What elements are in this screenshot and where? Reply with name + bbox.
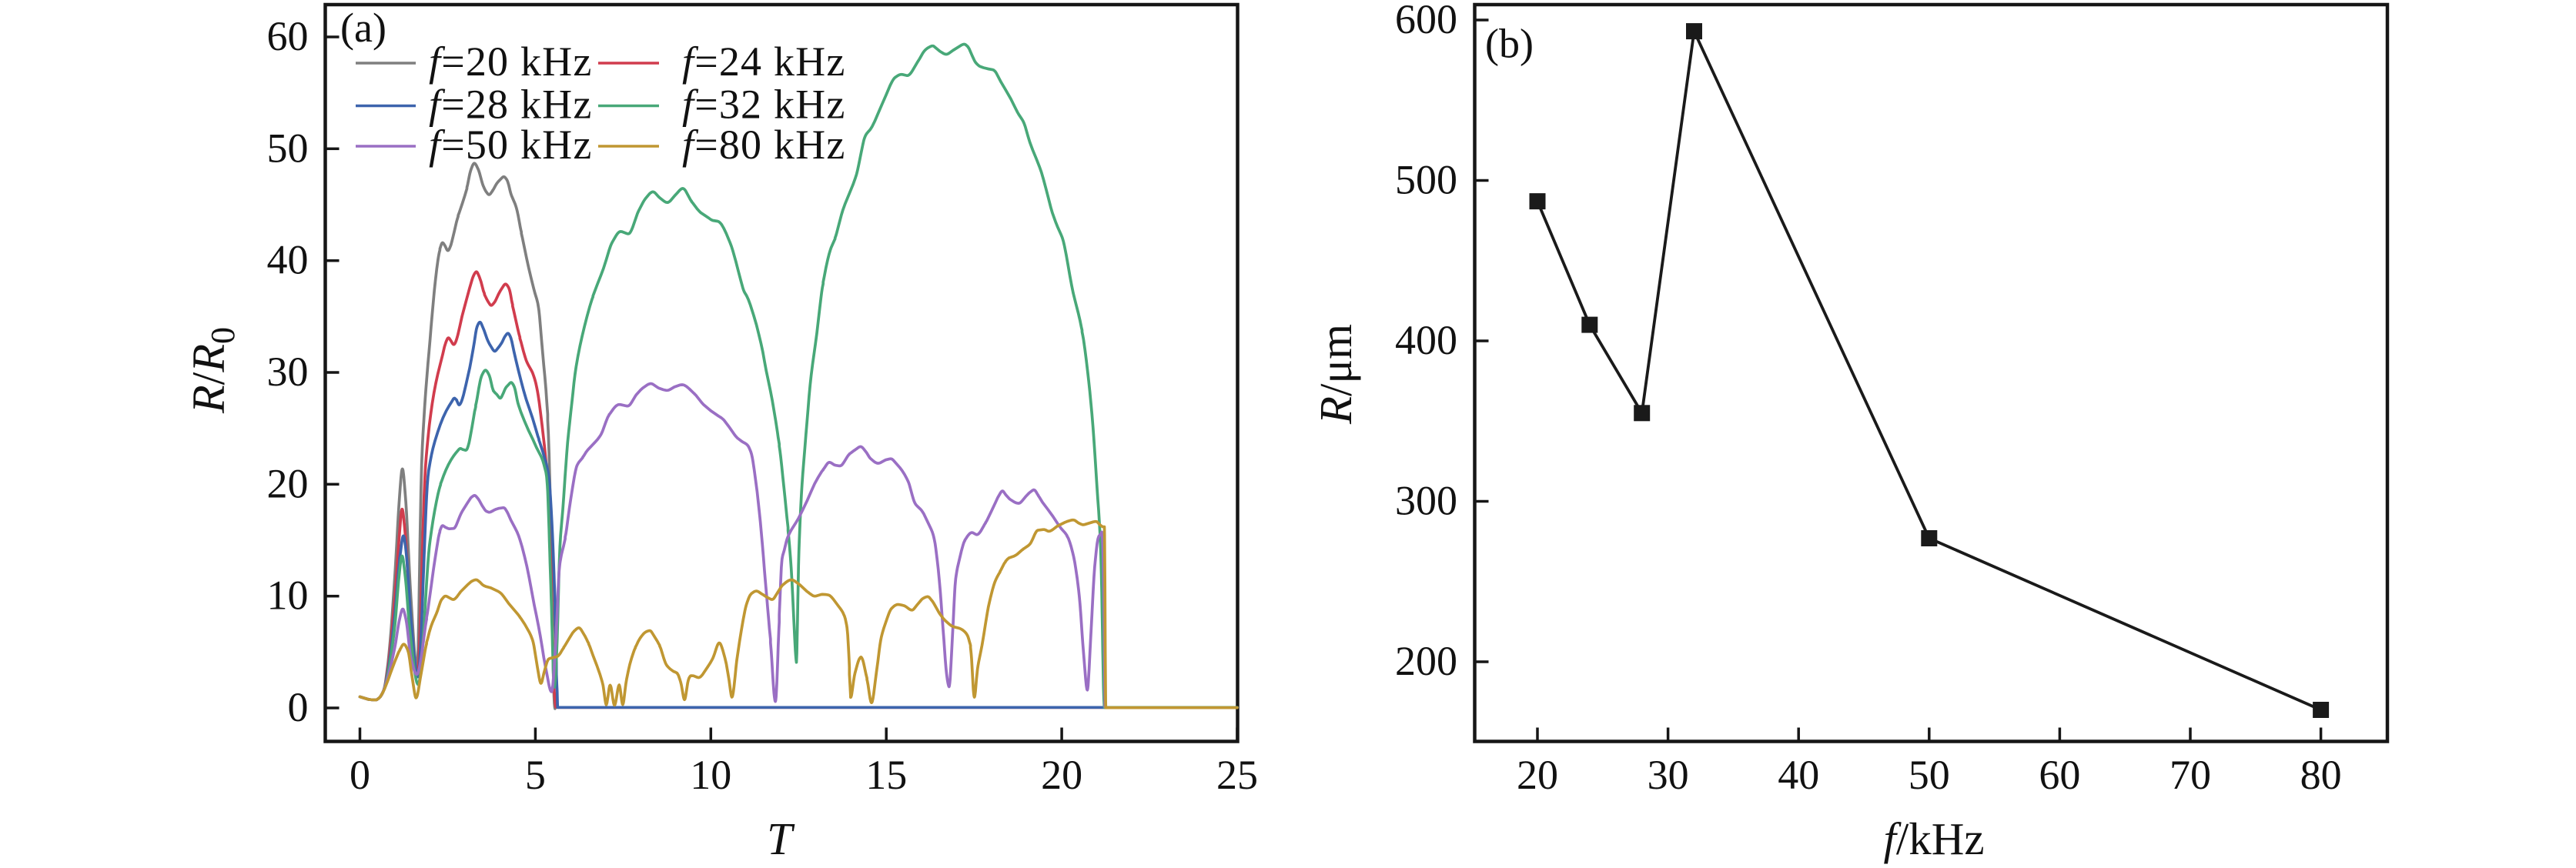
svg-text:0: 0 — [350, 752, 370, 798]
svg-text:f=50 kHz: f=50 kHz — [429, 122, 593, 168]
svg-text:f/kHz: f/kHz — [1883, 813, 1984, 864]
svg-text:(a): (a) — [340, 5, 386, 51]
svg-text:20: 20 — [1041, 752, 1082, 798]
svg-text:f=32 kHz: f=32 kHz — [682, 82, 846, 128]
svg-text:10: 10 — [690, 752, 731, 798]
svg-text:60: 60 — [267, 13, 309, 59]
svg-text:R/μm: R/μm — [1310, 324, 1361, 425]
svg-text:f=28 kHz: f=28 kHz — [429, 82, 593, 128]
svg-text:500: 500 — [1395, 157, 1457, 203]
svg-text:25: 25 — [1216, 752, 1258, 798]
svg-text:80: 80 — [2300, 752, 2342, 798]
svg-text:40: 40 — [1778, 752, 1819, 798]
svg-text:400: 400 — [1395, 317, 1457, 363]
svg-text:5: 5 — [525, 752, 546, 798]
svg-text:30: 30 — [1648, 752, 1689, 798]
svg-text:50: 50 — [267, 125, 309, 171]
svg-text:T: T — [767, 813, 795, 864]
svg-text:20: 20 — [1517, 752, 1558, 798]
svg-text:f=24 kHz: f=24 kHz — [682, 38, 846, 85]
svg-text:20: 20 — [267, 460, 309, 506]
svg-text:600: 600 — [1395, 0, 1457, 42]
svg-text:15: 15 — [865, 752, 907, 798]
svg-text:50: 50 — [1909, 752, 1950, 798]
svg-text:f=20 kHz: f=20 kHz — [429, 38, 593, 85]
svg-text:0: 0 — [288, 684, 309, 730]
svg-text:10: 10 — [267, 573, 309, 619]
svg-text:200: 200 — [1395, 638, 1457, 684]
svg-text:300: 300 — [1395, 478, 1457, 524]
svg-text:60: 60 — [2039, 752, 2080, 798]
svg-text:f=80 kHz: f=80 kHz — [682, 122, 846, 168]
svg-text:(b): (b) — [1485, 21, 1534, 67]
svg-text:70: 70 — [2170, 752, 2211, 798]
svg-text:40: 40 — [267, 237, 309, 283]
svg-text:30: 30 — [267, 349, 309, 395]
